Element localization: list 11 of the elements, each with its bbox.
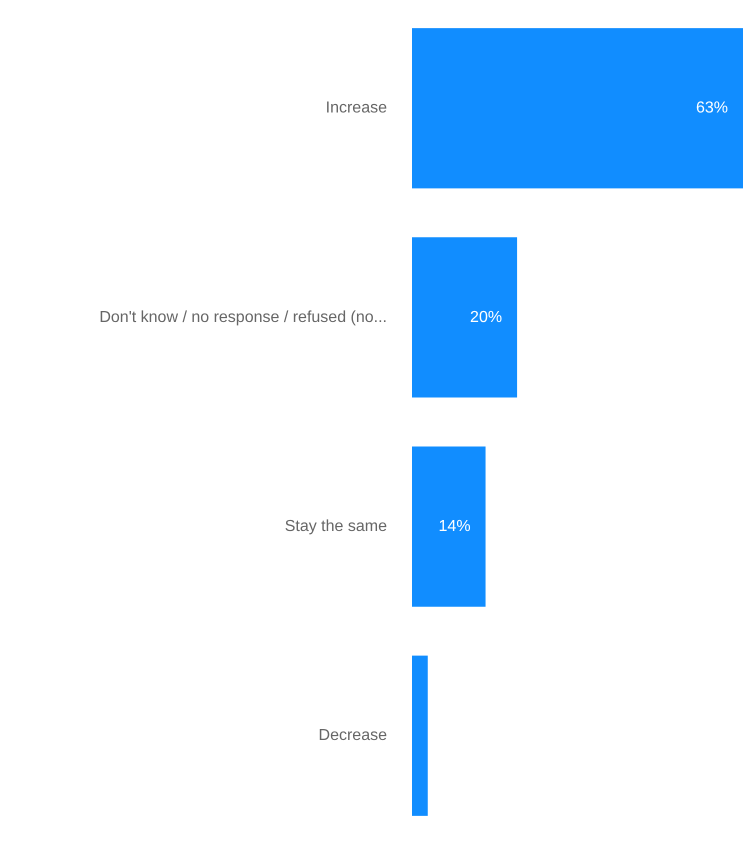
data-label: 20% bbox=[470, 308, 502, 326]
y-tick-label: Don't know / no response / refused (no... bbox=[99, 308, 387, 326]
bar bbox=[412, 656, 428, 816]
bar bbox=[412, 28, 743, 188]
y-tick-label: Stay the same bbox=[284, 518, 388, 536]
y-tick-label: Decrease bbox=[318, 727, 388, 744]
bar bbox=[412, 237, 518, 398]
data-label: 14% bbox=[438, 518, 471, 536]
bar bbox=[412, 446, 486, 607]
data-label: 63% bbox=[696, 100, 728, 117]
y-tick-label: Increase bbox=[326, 100, 388, 117]
